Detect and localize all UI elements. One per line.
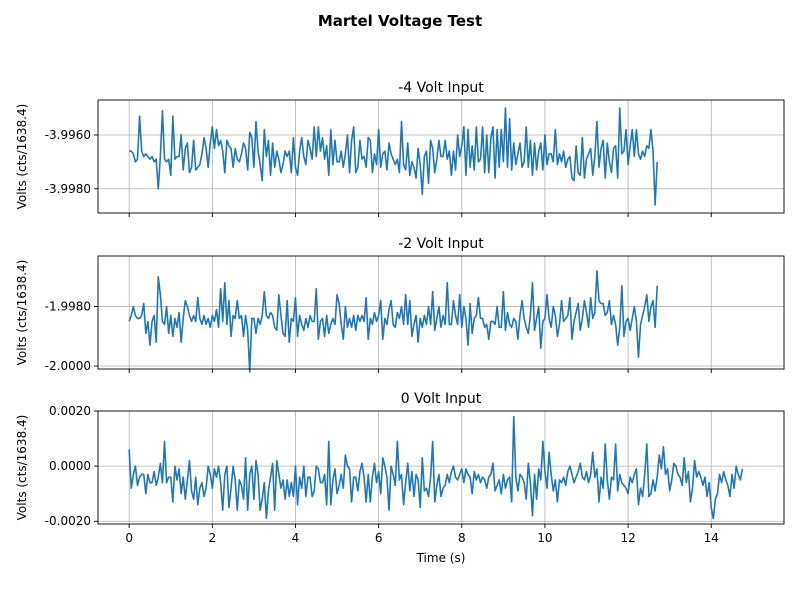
axes-frame bbox=[97, 255, 785, 370]
subplot-2: 0 2 4 6 8 10 12 14 -0.0020 0.0000 0.0020 0 Volt Inp… bbox=[15, 391, 785, 565]
y-tick-label: 0.0020 bbox=[49, 404, 91, 418]
x-tick-label: 0 bbox=[125, 531, 133, 545]
y-tick-label: -1.9980 bbox=[45, 300, 91, 314]
series-line bbox=[129, 107, 658, 206]
subplot-0: -3.9980 -3.9960 -4 Volt Input Volts (cts/16… bbox=[15, 80, 785, 217]
y-tick-label: -3.9980 bbox=[45, 182, 91, 196]
subplot-title: -2 Volt Input bbox=[398, 236, 484, 252]
y-tick-label: -0.0020 bbox=[45, 514, 91, 528]
x-tick-label: 6 bbox=[375, 531, 383, 545]
figure-suptitle: Martel Voltage Test bbox=[318, 12, 482, 30]
series-line bbox=[128, 415, 744, 520]
subplot-title: 0 Volt Input bbox=[401, 391, 482, 407]
y-tick-label: -3.9960 bbox=[45, 128, 91, 142]
y-tick-label: -2.0000 bbox=[45, 359, 91, 373]
x-tick-label: 14 bbox=[704, 531, 719, 545]
x-tick-label: 12 bbox=[620, 531, 635, 545]
x-tick-label: 4 bbox=[292, 531, 300, 545]
x-tick-label: 2 bbox=[209, 531, 217, 545]
x-axis-label: Time (s) bbox=[416, 551, 466, 565]
y-axis-label: Volts (cts/1638.4) bbox=[15, 415, 29, 521]
y-axis-label: Volts (cts/1638.4) bbox=[15, 260, 29, 366]
subplots: -3.9980 -3.9960 -4 Volt Input Volts (cts/16… bbox=[15, 80, 785, 565]
axes-frame bbox=[97, 99, 785, 214]
subplot-1: -2.0000 -1.9980 -2 Volt Input Volts (cts/16… bbox=[15, 236, 785, 373]
series-line bbox=[128, 270, 658, 373]
x-tick-label: 10 bbox=[537, 531, 552, 545]
y-tick-label: 0.0000 bbox=[49, 459, 91, 473]
x-tick-label: 8 bbox=[458, 531, 466, 545]
axes-frame bbox=[97, 410, 785, 525]
y-axis-label: Volts (cts/1638.4) bbox=[15, 104, 29, 210]
subplot-title: -4 Volt Input bbox=[398, 80, 484, 96]
